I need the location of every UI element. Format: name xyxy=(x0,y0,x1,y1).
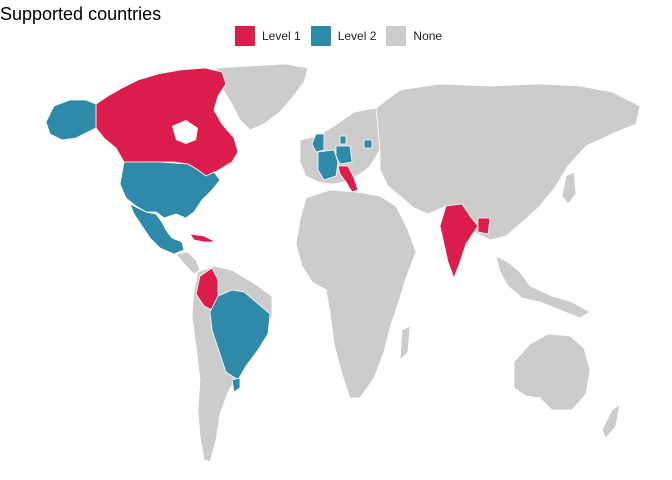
country-france xyxy=(317,149,339,181)
region-australia xyxy=(513,333,591,411)
legend-label-level1: Level 1 xyxy=(262,29,301,43)
legend-item-none: None xyxy=(385,25,442,47)
country-alaska-us xyxy=(45,99,97,141)
region-central-america xyxy=(175,251,201,275)
region-asia xyxy=(375,83,641,241)
region-japan xyxy=(561,171,577,205)
country-canada xyxy=(95,67,239,179)
country-cuba xyxy=(189,233,217,243)
country-bangladesh xyxy=(477,217,491,235)
map-title: Supported countries xyxy=(0,4,162,24)
country-greenland xyxy=(215,63,309,131)
legend: Level 1 Level 2 None xyxy=(234,24,451,48)
country-india xyxy=(439,203,479,279)
country-italy xyxy=(337,165,359,193)
country-lithuania xyxy=(363,139,373,149)
region-new-zealand xyxy=(601,403,621,439)
region-southeast-asia xyxy=(495,255,591,319)
country-uruguay xyxy=(231,377,241,393)
country-brazil xyxy=(209,289,271,381)
country-united-kingdom xyxy=(311,133,325,153)
country-germany xyxy=(335,145,353,165)
legend-label-level2: Level 2 xyxy=(337,29,377,43)
legend-swatch-level2 xyxy=(309,25,332,47)
legend-swatch-level1 xyxy=(234,25,256,47)
country-denmark xyxy=(339,135,347,145)
legend-swatch-none xyxy=(385,25,408,47)
legend-item-level2: Level 2 xyxy=(309,25,377,47)
legend-item-level1: Level 1 xyxy=(234,25,301,47)
region-madagascar xyxy=(399,325,411,361)
country-mexico xyxy=(129,203,185,255)
region-africa xyxy=(295,189,417,399)
hudson-bay xyxy=(172,120,198,144)
legend-label-none: None xyxy=(413,29,443,43)
country-united-states xyxy=(119,161,221,219)
